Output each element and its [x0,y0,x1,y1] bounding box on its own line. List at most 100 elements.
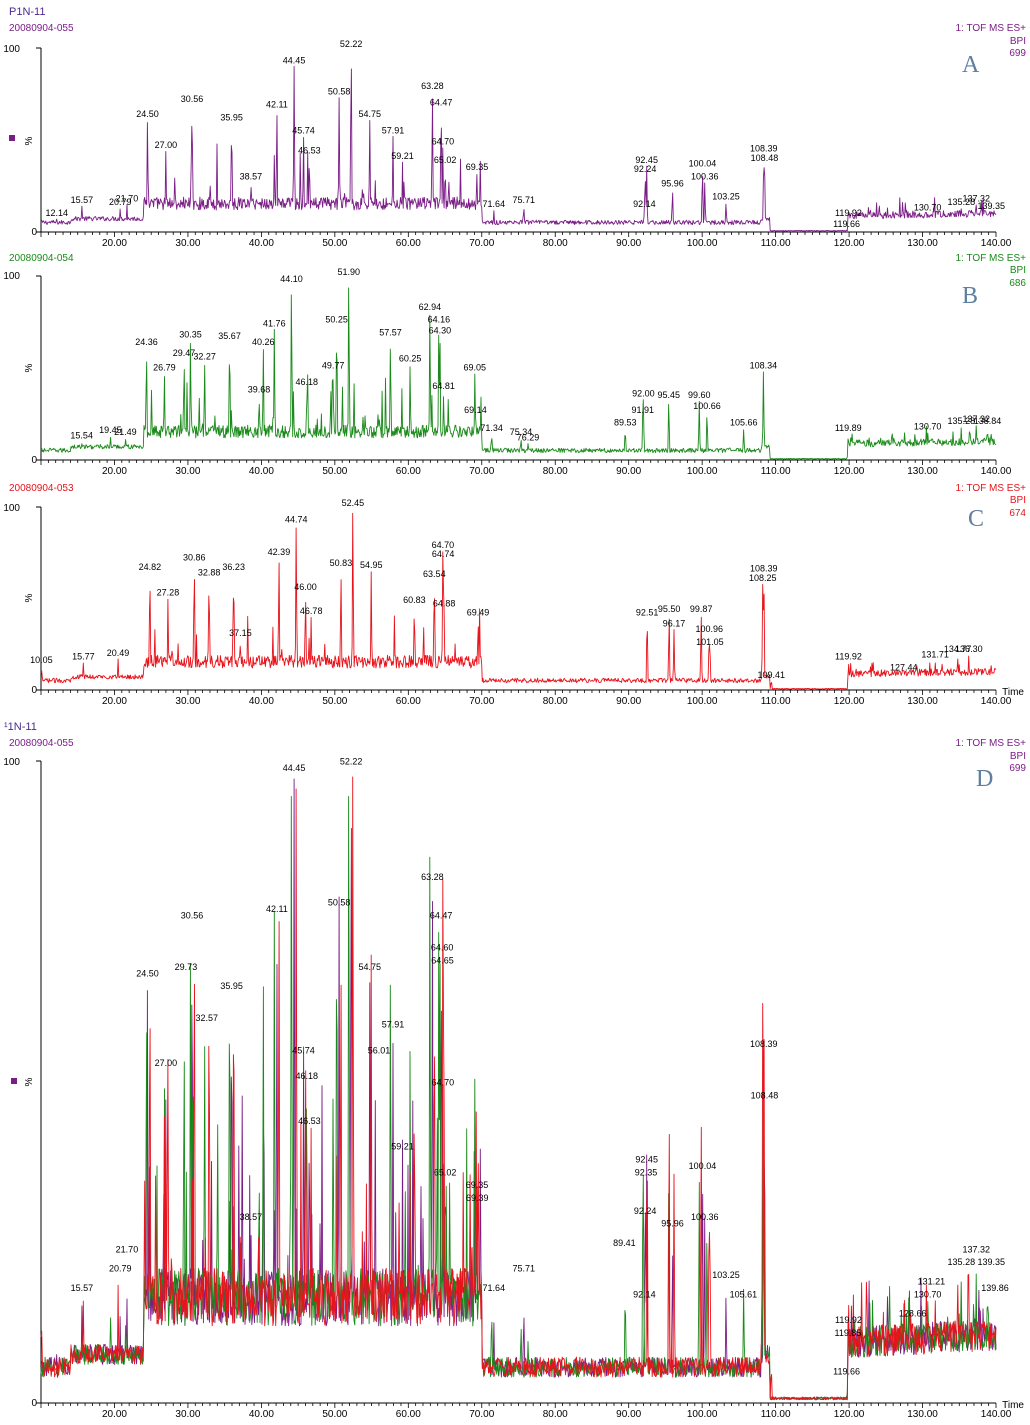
y-tick-label: 0 [31,227,37,238]
peak-label: 46.53 [298,146,321,156]
x-tick-label: 30.00 [175,696,200,707]
overlay-peak-label: 64.60 [431,943,454,953]
peak-label: 131.71 [921,650,949,660]
peak-label: 44.45 [283,55,306,65]
peak-label: 62.94 [419,302,442,312]
peak-label: 24.82 [139,562,162,572]
peak-label: 135.28 [948,197,976,207]
overlay-peak-label: 38.57 [240,1212,263,1222]
overlay-sample-name: ¹1N-11 [4,721,37,733]
peak-label: 108.39 [750,144,778,154]
peak-label: 60.83 [403,595,426,605]
overlay-peak-label: 135.28 [948,1257,976,1267]
peak-label: 63.54 [423,569,446,579]
peak-label: 27.28 [157,588,180,598]
panel-b-ytick-100: 100 [3,271,20,282]
overlay-peak-label: 89.41 [613,1238,636,1248]
overlay-peak-label: 46.18 [296,1071,319,1081]
peak-label: 32.27 [193,351,216,361]
peak-label: 20.79 [109,197,132,207]
peak-label: 24.36 [135,337,158,347]
peak-label: 24.50 [136,109,159,119]
peak-label: 41.76 [263,318,286,328]
overlay-peak-label: 105.61 [730,1289,758,1299]
peak-label: 135.28 [948,416,976,426]
peak-label: 44.10 [280,274,303,284]
overlay-peak-label: 63.28 [421,872,444,882]
sample-name: P1N-11 [9,6,45,18]
peak-label: 21.70 [116,193,139,203]
peak-label: 64.30 [429,326,452,336]
x-tick-label: 130.00 [907,1409,938,1420]
peak-label: 134.77 [944,644,972,654]
overlay-peak-label: 92.24 [634,1206,657,1216]
peak-label: 92.00 [632,388,655,398]
peak-label: 69.49 [467,608,490,618]
panel-a-plot: 0 20.00 30.00 40.00 50.00 60.00 70.00 80.00 90.0… [31,39,1011,249]
peak-label: 52.22 [340,39,363,49]
panel-a-mode: 1: TOF MS ES+ [956,23,1027,34]
panel-c-ytick-100: 100 [3,503,20,514]
y-tick-label: 0 [31,1398,37,1409]
panel-d-mode: 1: TOF MS ES+ [956,738,1027,749]
peak-label: 57.57 [379,328,402,338]
panel-d-max: 699 [1009,763,1026,774]
peak-label: 95.96 [661,179,684,189]
x-tick-label: 90.00 [616,466,641,477]
peak-label: 92.14 [633,199,656,209]
peak-label: 75.34 [510,427,533,437]
overlay-peak-label: 52.22 [340,756,363,766]
peak-label: 130.70 [914,421,942,431]
overlay-peak-label: 92.45 [635,1154,658,1164]
x-tick-label: 140.00 [981,238,1012,249]
peak-label: 64.16 [428,315,451,325]
x-tick-label: 90.00 [616,238,641,249]
peak-label: 108.34 [750,361,778,371]
panel-b-max: 686 [1009,278,1026,289]
peak-label: 46.78 [300,606,323,616]
peak-label: 35.95 [220,112,243,122]
overlay-peak-label: 30.56 [181,911,204,921]
x-tick-label: 100.00 [687,466,718,477]
peak-label: 71.64 [483,199,506,209]
panel-c-max: 674 [1009,508,1026,519]
panel-b-mode: 1: TOF MS ES+ [956,253,1027,264]
peak-label: 57.91 [382,125,405,135]
panel-c-file: 20080904-053 [9,483,74,494]
peak-label: 37.15 [229,628,252,638]
x-axis-label: Time [1002,1400,1024,1411]
x-tick-label: 120.00 [834,1409,865,1420]
peak-label: 95.45 [657,390,680,400]
overlay-peak-label: 57.91 [382,1020,405,1030]
peak-label: 15.54 [70,431,93,441]
x-tick-label: 50.00 [322,696,347,707]
panel-a-ytick-100: 100 [3,44,20,55]
x-tick-label: 120.00 [834,238,865,249]
overlay-peak-label: 95.96 [661,1219,684,1229]
peak-label: 50.58 [328,87,351,97]
panel-a-trace: BPI [1010,36,1026,47]
peak-label: 139.35 [977,201,1005,211]
panel-d-ytick-100: 100 [3,757,20,768]
x-tick-label: 30.00 [175,1409,200,1420]
peak-label: 10.05 [30,655,53,665]
peak-label: 15.77 [72,652,95,662]
peak-label: 20.49 [107,648,130,658]
peak-label: 64.47 [430,98,453,108]
peak-label: 30.56 [181,94,204,104]
peak-label: 100.66 [693,401,721,411]
peak-label: 92.24 [634,164,657,174]
series-line-c [40,512,997,690]
peak-label: 60.25 [399,353,422,363]
peak-label: 36.23 [222,562,245,572]
x-tick-label: 130.00 [907,466,938,477]
peak-label: 54.75 [358,109,381,119]
peak-label: 21.49 [114,427,137,437]
peak-label: 32.88 [198,567,221,577]
peak-label: 119.89 [835,423,862,433]
peak-label: 101.05 [696,637,724,647]
x-tick-label: 30.00 [175,466,200,477]
x-tick-label: 110.00 [761,238,791,249]
overlay-peak-label: 137.32 [963,1244,991,1254]
